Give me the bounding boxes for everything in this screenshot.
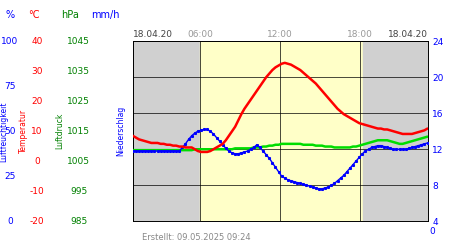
Text: 10: 10 bbox=[31, 127, 43, 136]
Text: 985: 985 bbox=[70, 217, 87, 226]
Text: Niederschlag: Niederschlag bbox=[116, 106, 125, 156]
Text: 1035: 1035 bbox=[67, 67, 90, 76]
Text: 100: 100 bbox=[1, 37, 18, 46]
Text: 30: 30 bbox=[31, 67, 43, 76]
Text: 40: 40 bbox=[31, 37, 43, 46]
Text: Erstellt: 09.05.2025 09:24: Erstellt: 09.05.2025 09:24 bbox=[142, 234, 250, 242]
Text: %: % bbox=[5, 10, 14, 20]
Text: Luftfeuchtigkeit: Luftfeuchtigkeit bbox=[0, 101, 8, 162]
Text: 1015: 1015 bbox=[67, 127, 90, 136]
Text: 18.04.20: 18.04.20 bbox=[133, 30, 173, 39]
Bar bbox=[200, 41, 363, 221]
Text: °C: °C bbox=[28, 10, 40, 20]
Text: Temperatur: Temperatur bbox=[19, 109, 28, 153]
Text: 06:00: 06:00 bbox=[187, 30, 213, 39]
Text: 18:00: 18:00 bbox=[347, 30, 373, 39]
Text: hPa: hPa bbox=[61, 10, 79, 20]
Text: 12:00: 12:00 bbox=[267, 30, 293, 39]
Text: 1025: 1025 bbox=[68, 97, 90, 106]
Text: 25: 25 bbox=[4, 172, 16, 181]
Text: 1045: 1045 bbox=[68, 37, 90, 46]
Text: 20: 20 bbox=[31, 97, 43, 106]
Text: Luftdruck: Luftdruck bbox=[55, 113, 64, 150]
Text: mm/h: mm/h bbox=[91, 10, 120, 20]
Text: 50: 50 bbox=[4, 127, 16, 136]
Text: -10: -10 bbox=[30, 187, 44, 196]
Bar bbox=[363, 41, 428, 221]
Text: 0: 0 bbox=[34, 157, 40, 166]
Text: -20: -20 bbox=[30, 217, 44, 226]
Text: 75: 75 bbox=[4, 82, 16, 91]
Text: 1005: 1005 bbox=[67, 157, 90, 166]
Text: 18.04.20: 18.04.20 bbox=[387, 30, 428, 39]
Text: 995: 995 bbox=[70, 187, 87, 196]
Bar bbox=[133, 41, 200, 221]
Text: 0: 0 bbox=[7, 217, 13, 226]
Text: 0: 0 bbox=[430, 227, 436, 236]
